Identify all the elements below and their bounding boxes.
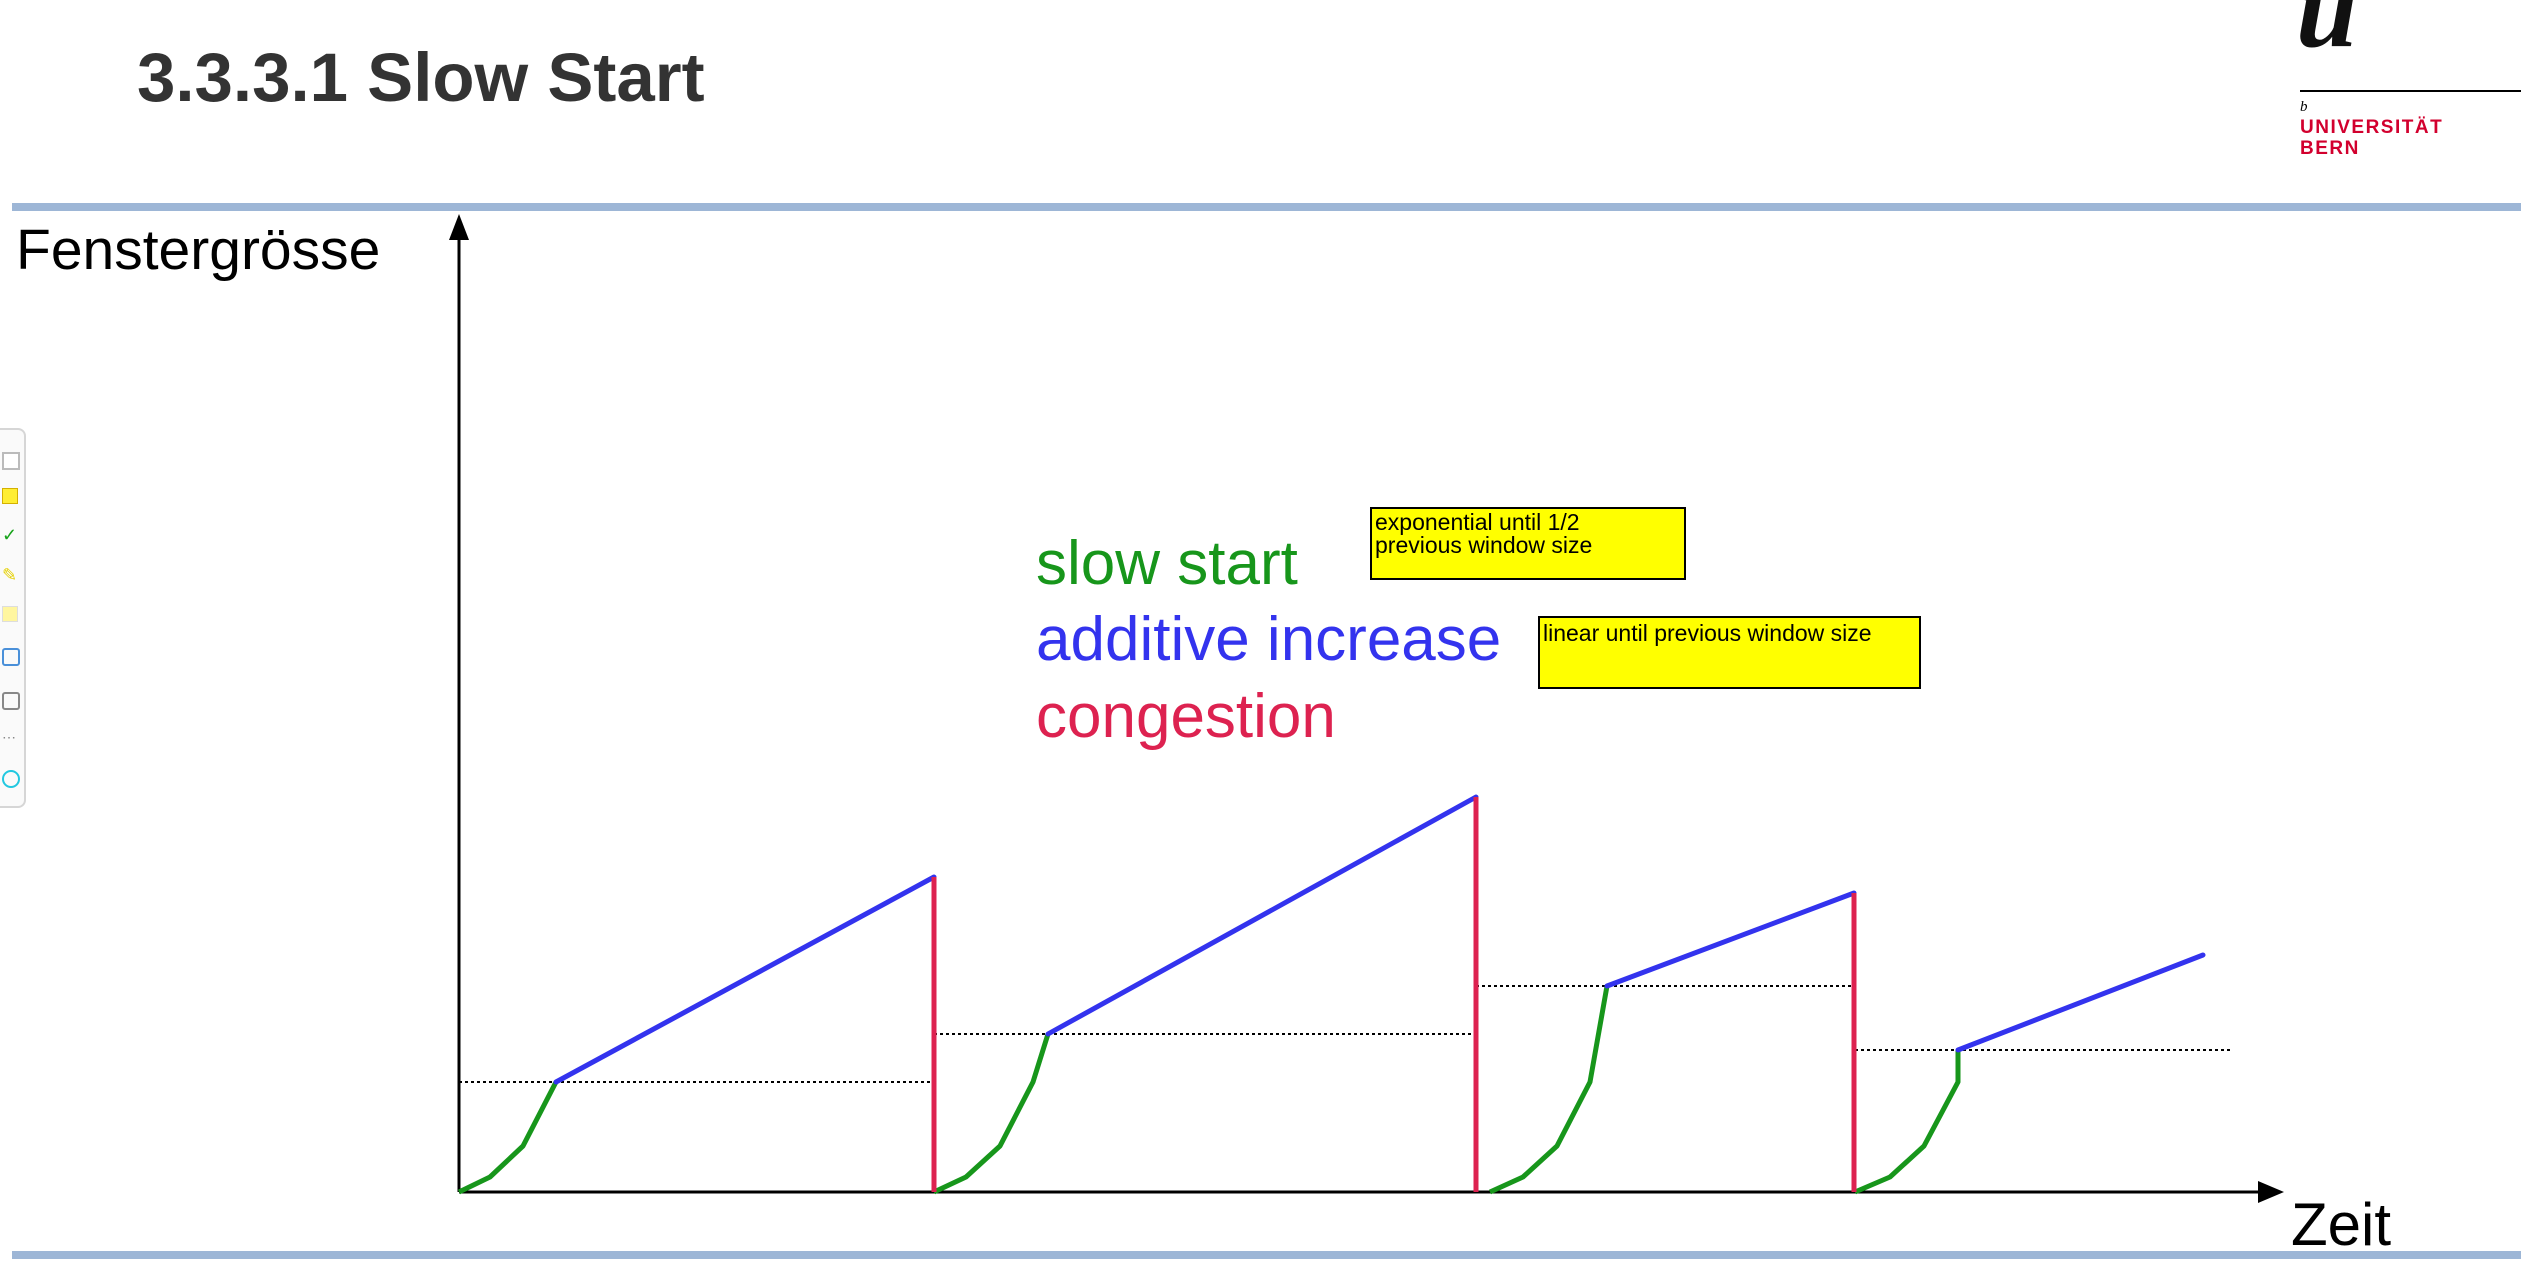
annotation-toolbar[interactable]: ✓ ✎ ⋯: [0, 428, 26, 808]
logo-line-1: UNIVERSITÄT: [2300, 117, 2444, 138]
logo-mark: u: [2296, 0, 2358, 70]
slow-start-curves: [457, 985, 1961, 1195]
link-icon[interactable]: [2, 770, 20, 788]
header-band: [12, 203, 2521, 211]
legend-congestion: congestion: [1036, 682, 1336, 751]
congestion-drops: [931, 797, 1857, 1192]
y-axis-label: Fenstergrösse: [16, 218, 380, 282]
additive-increase-segment: [553, 874, 937, 1085]
logo-superscript: b: [2300, 99, 2308, 115]
logo-rule: [2300, 90, 2521, 92]
footer-band: [12, 1251, 2521, 1259]
additive-increase-note[interactable]: linear until previous window size: [1538, 616, 1921, 689]
additive-increase-segment: [1604, 890, 1857, 989]
slide-title: 3.3.3.1 Slow Start: [137, 39, 705, 116]
additive-increase-note-text: linear until previous window size: [1543, 620, 1872, 646]
additive-increase-lines: [553, 794, 2206, 1085]
additive-increase-segment: [1955, 952, 2206, 1053]
more-icon[interactable]: ⋯: [2, 729, 16, 745]
x-axis-arrowhead: [2258, 1181, 2284, 1203]
y-axis-arrowhead: [449, 214, 469, 240]
slow-start-note-line-2: previous window size: [1375, 532, 1593, 558]
logo-text: UNIVERSITÄT BERN: [2300, 117, 2443, 159]
note-icon[interactable]: [2, 488, 18, 504]
slow-start-segment: [1488, 985, 1610, 1195]
camera-icon[interactable]: [2, 692, 20, 710]
check-icon[interactable]: ✓: [2, 525, 18, 545]
slow-start-segment: [457, 1080, 559, 1195]
pointer-icon[interactable]: [2, 452, 20, 470]
additive-increase-segment: [1045, 794, 1479, 1037]
logo-line-2: BERN: [2300, 138, 2360, 159]
legend-additive-increase: additive increase: [1036, 605, 1501, 674]
x-axis-label: Zeit: [2291, 1191, 2391, 1258]
slow-start-segment: [1854, 1050, 1961, 1195]
slow-start-note-line-1: exponential until 1/2: [1375, 509, 1580, 535]
image-icon[interactable]: [2, 648, 20, 666]
highlighter-icon[interactable]: [2, 606, 18, 622]
slow-start-note[interactable]: exponential until 1/2 previous window si…: [1370, 507, 1686, 580]
legend-slow-start: slow start: [1036, 529, 1298, 598]
slow-start-segment: [932, 1033, 1051, 1195]
pen-icon[interactable]: ✎: [2, 565, 18, 585]
